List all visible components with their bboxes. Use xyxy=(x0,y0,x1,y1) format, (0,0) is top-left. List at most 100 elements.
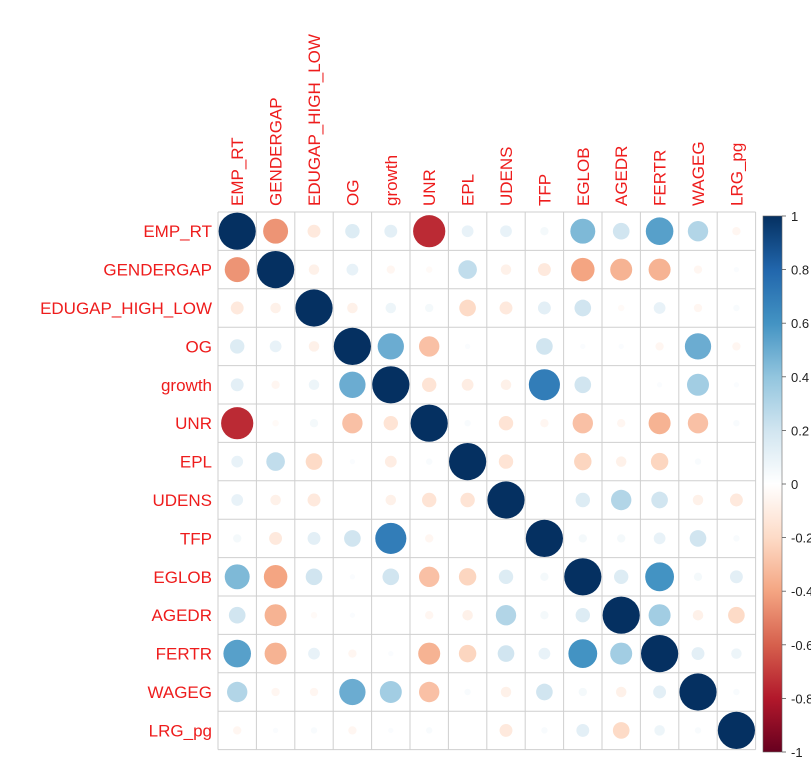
corr-circle-EPL-growth xyxy=(384,455,397,468)
corr-circle-OG-WAGEG xyxy=(684,333,712,360)
corr-circle-WAGEG-UDENS xyxy=(500,686,512,698)
column-label: AGEDR xyxy=(612,146,631,206)
corr-circle-OG-EDUGAP_HIGH_LOW xyxy=(308,341,320,352)
corr-circle-FERTR-TFP xyxy=(538,647,551,660)
corr-circle-EPL-UDENS xyxy=(498,454,514,469)
row-label: EMP_RT xyxy=(143,222,212,241)
colorbar: 1 0.8 0.6 0.4 0.2 0 -0.2 -0.4 -0.6 -0.8 -1 xyxy=(762,209,811,760)
corr-circle-GENDERGAP-EDUGAP_HIGH_LOW xyxy=(308,264,320,275)
row-label: growth xyxy=(161,376,212,395)
corr-circle-WAGEG-AGEDR xyxy=(615,686,627,698)
corr-circle-EDUGAP_HIGH_LOW-EMP_RT xyxy=(230,301,244,315)
colorbar-tick-label: 0.8 xyxy=(791,263,809,278)
corr-circle-GENDERGAP-GENDERGAP xyxy=(257,251,295,289)
corr-circle-TFP-EMP_RT xyxy=(233,534,242,543)
column-label: OG xyxy=(343,180,362,206)
corr-circle-EPL-EDUGAP_HIGH_LOW xyxy=(305,453,323,470)
corr-circle-LRG_pg-OG xyxy=(348,726,357,735)
corr-circle-EGLOB-UNR xyxy=(419,566,440,587)
corr-circle-WAGEG-TFP xyxy=(536,683,553,701)
corr-circle-OG-TFP xyxy=(536,338,553,355)
corr-circle-UDENS-UNR xyxy=(422,492,437,508)
corr-circle-FERTR-GENDERGAP xyxy=(264,642,287,665)
corr-circle-GENDERGAP-growth xyxy=(386,265,395,274)
corr-circle-OG-FERTR xyxy=(655,342,664,351)
corr-circle-AGEDR-EMP_RT xyxy=(228,606,246,624)
corr-circle-EMP_RT-EGLOB xyxy=(570,218,596,244)
corr-circle-growth-OG xyxy=(339,371,366,398)
corr-circle-FERTR-FERTR xyxy=(641,635,679,673)
corr-circle-EGLOB-FERTR xyxy=(645,562,675,592)
corr-circle-FERTR-EGLOB xyxy=(568,639,598,669)
corr-circle-TFP-LRG_pg xyxy=(733,535,740,542)
corr-circle-EMP_RT-EMP_RT xyxy=(218,212,256,250)
corr-circle-OG-EPL xyxy=(464,343,471,350)
corr-circle-OG-LRG_pg xyxy=(732,342,741,351)
corr-circle-UNR-EGLOB xyxy=(572,413,593,434)
corr-circle-AGEDR-EPL xyxy=(462,609,473,621)
corr-circle-GENDERGAP-LRG_pg xyxy=(733,266,740,273)
corr-circle-LRG_pg-EDUGAP_HIGH_LOW xyxy=(310,727,318,734)
corr-circle-FERTR-UDENS xyxy=(497,645,515,662)
corr-circle-EPL-OG xyxy=(349,458,356,465)
corr-circle-AGEDR-UNR xyxy=(425,611,434,620)
corr-circle-WAGEG-UNR xyxy=(419,681,440,703)
row-label: UNR xyxy=(175,414,212,433)
corr-circle-TFP-WAGEG xyxy=(689,530,707,547)
corr-circle-EMP_RT-UNR xyxy=(413,215,446,248)
corr-circle-LRG_pg-UDENS xyxy=(499,723,513,737)
column-label: WAGEG xyxy=(689,141,708,206)
corr-circle-AGEDR-WAGEG xyxy=(692,609,704,621)
corr-circle-UDENS-EGLOB xyxy=(575,492,590,508)
corr-circle-EDUGAP_HIGH_LOW-EPL xyxy=(459,299,476,317)
colorbar-tick-label: -0.4 xyxy=(791,584,811,599)
colorbar-tick-label: -0.8 xyxy=(791,691,811,706)
corr-circle-EMP_RT-EPL xyxy=(461,225,474,238)
corr-circle-FERTR-UNR xyxy=(418,642,441,665)
corr-circle-UDENS-AGEDR xyxy=(611,489,632,511)
corr-circle-WAGEG-LRG_pg xyxy=(733,688,740,696)
corr-circle-TFP-OG xyxy=(344,530,361,547)
corr-circle-EGLOB-EMP_RT xyxy=(224,564,250,590)
corr-circle-growth-TFP xyxy=(528,369,560,401)
colorbar-gradient xyxy=(762,215,783,753)
row-label: GENDERGAP xyxy=(103,261,212,280)
column-label: GENDERGAP xyxy=(267,97,286,206)
grid xyxy=(217,211,757,751)
corr-circle-EDUGAP_HIGH_LOW-TFP xyxy=(537,301,551,315)
corr-circle-UNR-GENDERGAP xyxy=(272,419,279,427)
corr-circle-OG-EGLOB xyxy=(580,343,586,350)
column-labels: EMP_RT GENDERGAP EDUGAP_HIGH_LOW OG growth UN… xyxy=(228,34,746,206)
corr-circle-EPL-WAGEG xyxy=(694,458,702,465)
corr-circle-growth-UDENS xyxy=(500,379,512,391)
corr-circle-UDENS-LRG_pg xyxy=(729,493,743,507)
corr-circle-GENDERGAP-UDENS xyxy=(500,264,512,275)
column-label: EDUGAP_HIGH_LOW xyxy=(305,34,324,206)
corr-circle-growth-UNR xyxy=(422,377,437,392)
corr-circle-UDENS-growth xyxy=(385,494,397,506)
colorbar-tick-label: 1 xyxy=(791,209,798,224)
corr-circle-UDENS-GENDERGAP xyxy=(270,494,281,506)
corr-circle-EMP_RT-WAGEG xyxy=(687,221,709,242)
colorbar-tick-label: -1 xyxy=(791,745,803,760)
corr-circle-LRG_pg-UNR xyxy=(425,727,433,734)
corr-circle-AGEDR-AGEDR xyxy=(602,596,640,634)
corr-circle-UDENS-WAGEG xyxy=(692,494,704,506)
row-label: UDENS xyxy=(152,491,212,510)
corr-circle-FERTR-OG xyxy=(348,649,357,658)
corr-circle-EGLOB-OG xyxy=(349,574,356,580)
column-label: UDENS xyxy=(497,146,516,206)
corr-circle-UNR-EMP_RT xyxy=(221,407,254,440)
corr-circle-EDUGAP_HIGH_LOW-OG xyxy=(347,302,358,314)
corr-circle-growth-LRG_pg xyxy=(733,382,740,388)
corr-circle-TFP-TFP xyxy=(525,519,564,558)
corr-circle-FERTR-LRG_pg xyxy=(731,648,742,659)
corr-circle-EMP_RT-GENDERGAP xyxy=(263,218,289,244)
corr-circle-EPL-GENDERGAP xyxy=(266,452,285,471)
corr-circle-EGLOB-GENDERGAP xyxy=(263,565,288,589)
corr-circle-EGLOB-EDUGAP_HIGH_LOW xyxy=(305,568,323,586)
column-label: TFP xyxy=(535,174,554,206)
corr-circle-FERTR-AGEDR xyxy=(610,642,633,665)
corr-circle-AGEDR-TFP xyxy=(540,611,549,620)
